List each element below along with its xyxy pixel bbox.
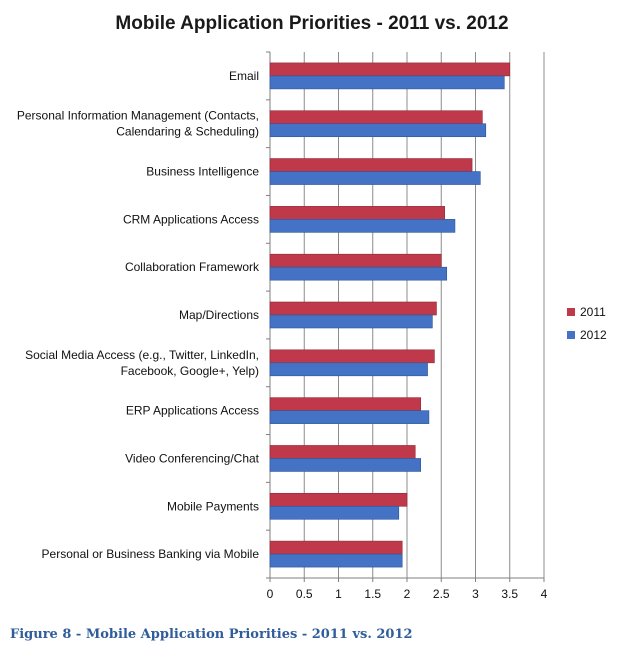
bars [269,62,511,568]
legend: 2011 2012 [567,305,607,342]
bar-2011 [269,301,437,316]
category-label: Social Media Access (e.g., Twitter, Link… [25,348,259,378]
bar-2012 [269,410,430,424]
legend-label-2012: 2012 [580,328,607,342]
legend-swatch-2011 [567,308,575,316]
bar-2012 [269,458,421,472]
bar-2011 [269,110,483,125]
category-label-line: Personal or Business Banking via Mobile [42,547,260,561]
x-tick-label: 3.5 [501,587,518,601]
x-axis: 0 0.5 1 1.5 2 2.5 3 3.5 4 [266,51,548,601]
category-label: ERP Applications Access [126,404,259,418]
category-label: Personal or Business Banking via Mobile [42,547,260,561]
bar-2011 [269,206,445,220]
bar-2012 [269,171,481,185]
category-label: Map/Directions [179,308,259,322]
x-tick-label: 0.5 [296,587,313,601]
category-label-line: Calendaring & Scheduling) [116,125,259,139]
bar-2011 [269,540,403,555]
bar-chart: Mobile Application Priorities - 2011 vs.… [17,13,607,601]
category-label-line: Social Media Access (e.g., Twitter, Link… [25,348,259,362]
category-label: CRM Applications Access [123,212,259,226]
bar-2012 [269,266,448,281]
bar-2011 [269,253,442,268]
category-label: Video Conferencing/Chat [125,451,260,465]
category-label-line: Video Conferencing/Chat [125,451,260,465]
bar-2012 [269,219,456,233]
category-label-line: ERP Applications Access [126,404,259,418]
legend-label-2011: 2011 [580,305,606,319]
bar-2011 [269,492,408,507]
category-label: Collaboration Framework [125,260,260,274]
bar-2011 [269,445,416,459]
category-label: Personal Information Management (Contact… [17,109,259,139]
bar-2012 [269,314,433,329]
category-label-line: Email [229,69,259,83]
category-labels: Email Personal Information Management (Co… [17,69,260,561]
bar-2011 [269,62,511,77]
category-label-line: CRM Applications Access [123,212,259,226]
x-tick-label: 1 [335,587,342,601]
category-label: Mobile Payments [167,499,259,513]
bar-2012 [269,75,505,90]
category-label-line: Mobile Payments [167,499,259,513]
category-label-line: Business Intelligence [146,165,259,179]
category-label-line: Personal Information Management (Contact… [17,109,259,123]
bar-2011 [269,158,473,172]
bar-2011 [269,349,435,364]
bar-2011 [269,397,421,411]
category-label-line: Collaboration Framework [125,260,260,274]
bar-2012 [269,362,428,377]
category-label-line: Facebook, Google+, Yelp) [121,364,259,378]
x-tick-label: 0 [267,587,274,601]
x-tick-label: 4 [541,587,548,601]
x-tick-label: 3 [472,587,479,601]
figure-caption: Figure 8 - Mobile Application Priorities… [10,627,413,642]
category-label: Business Intelligence [146,165,259,179]
category-label-line: Map/Directions [179,308,259,322]
legend-swatch-2012 [567,331,575,339]
bar-2012 [269,505,400,520]
category-label: Email [229,69,259,83]
x-tick-label: 1.5 [364,587,381,601]
bar-2012 [269,123,487,138]
x-tick-label: 2 [404,587,411,601]
bar-2012 [269,553,403,568]
chart-title: Mobile Application Priorities - 2011 vs.… [115,13,508,34]
x-tick-label: 2.5 [433,587,450,601]
